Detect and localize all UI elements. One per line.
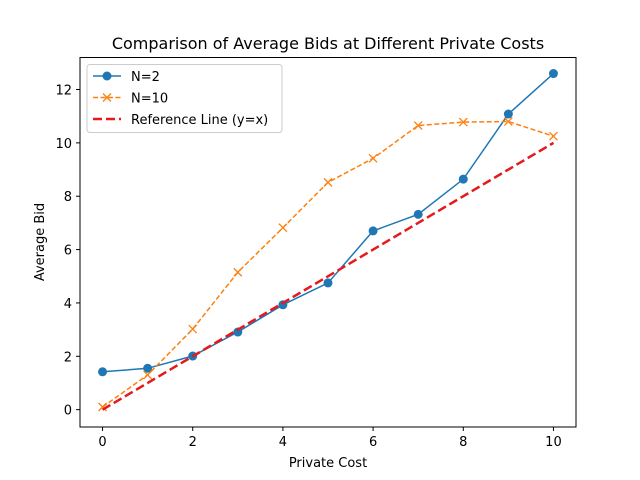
- data-point: [413, 121, 423, 130]
- legend-label: Reference Line (y=x): [131, 113, 268, 128]
- data-point: [323, 278, 333, 288]
- y-tick-label: 0: [64, 404, 72, 419]
- data-point: [98, 367, 108, 377]
- y-tick-label: 8: [64, 190, 72, 205]
- data-point: [102, 93, 112, 102]
- x-tick-label: 4: [279, 435, 287, 450]
- x-tick-label: 0: [98, 435, 106, 450]
- y-axis-label: Average Bid: [33, 203, 48, 281]
- data-point: [188, 324, 198, 334]
- plot-area: [98, 69, 558, 412]
- y-tick-label: 6: [64, 244, 72, 259]
- x-tick-label: 10: [545, 435, 562, 450]
- chart-title: Comparison of Average Bids at Different …: [112, 34, 544, 53]
- y-tick-label: 2: [64, 350, 72, 365]
- legend-box: [86, 64, 283, 133]
- legend: N=2 N=10 Reference Line (y=x): [86, 64, 283, 133]
- data-point: [548, 69, 558, 79]
- data-point: [233, 267, 243, 277]
- data-point: [548, 131, 558, 141]
- legend-label: N=10: [131, 92, 168, 107]
- data-point: [323, 177, 333, 187]
- data-point: [233, 327, 243, 337]
- y-tick-label: 4: [64, 297, 72, 312]
- data-point: [458, 117, 468, 127]
- data-point: [278, 223, 288, 233]
- data-point: [503, 109, 513, 119]
- y-tick-label: 10: [55, 137, 72, 152]
- x-tick-label: 8: [459, 435, 467, 450]
- data-point: [368, 226, 378, 236]
- y-tick-label: 12: [55, 84, 72, 99]
- axes-frame: [79, 57, 577, 428]
- x-tick-label: 2: [189, 435, 197, 450]
- data-point: [458, 174, 468, 184]
- data-point: [143, 370, 153, 380]
- axis-ticks: 0 2 4 6 8 10 0 2 4 6 8 10 12: [55, 84, 561, 450]
- x-axis-label: Private Cost: [289, 456, 367, 471]
- data-point: [98, 402, 108, 412]
- legend-label: N=2: [131, 70, 160, 85]
- data-point: [368, 153, 378, 163]
- data-point: [102, 71, 112, 81]
- data-point: [503, 117, 513, 126]
- series-line: [101, 141, 555, 411]
- data-point: [143, 363, 153, 373]
- x-tick-label: 6: [369, 435, 377, 450]
- data-point: [413, 209, 423, 219]
